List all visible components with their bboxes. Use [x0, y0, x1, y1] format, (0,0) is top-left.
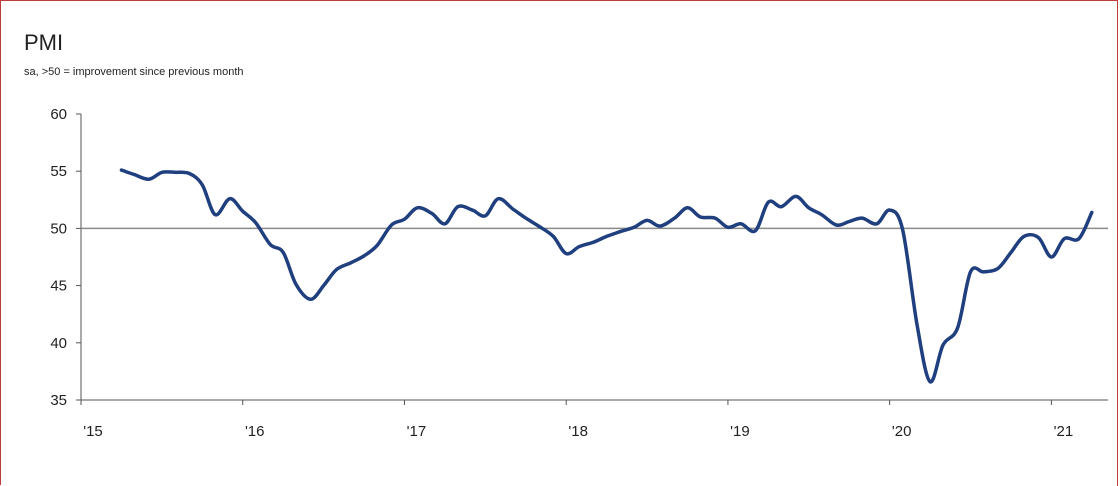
- x-axis: '15 '16 '17 '18 '19 '20 '21: [80, 399, 1108, 440]
- x-tick-label: '18: [568, 423, 588, 440]
- pmi-series-line: [119, 168, 1094, 384]
- y-axis: 35 40 45 50 55 60: [50, 106, 82, 409]
- chart-subtitle: sa, >50 = improvement since previous mon…: [24, 66, 244, 78]
- chart-title: PMI: [24, 30, 64, 55]
- x-tick-label: '20: [892, 423, 912, 440]
- y-tick-label: 45: [50, 278, 67, 295]
- y-tick-label: 40: [50, 335, 67, 352]
- y-tick-label: 60: [50, 106, 67, 123]
- x-tick-label: '19: [730, 423, 750, 440]
- y-tick-label: 35: [50, 392, 67, 409]
- x-tick-label: '17: [407, 423, 427, 440]
- x-tick-label: '15: [83, 423, 103, 440]
- y-tick-label: 50: [50, 220, 67, 237]
- x-tick-label: '16: [245, 423, 265, 440]
- x-tick-label: '21: [1054, 423, 1074, 440]
- series-group: [119, 168, 1094, 384]
- y-tick-label: 55: [50, 163, 67, 180]
